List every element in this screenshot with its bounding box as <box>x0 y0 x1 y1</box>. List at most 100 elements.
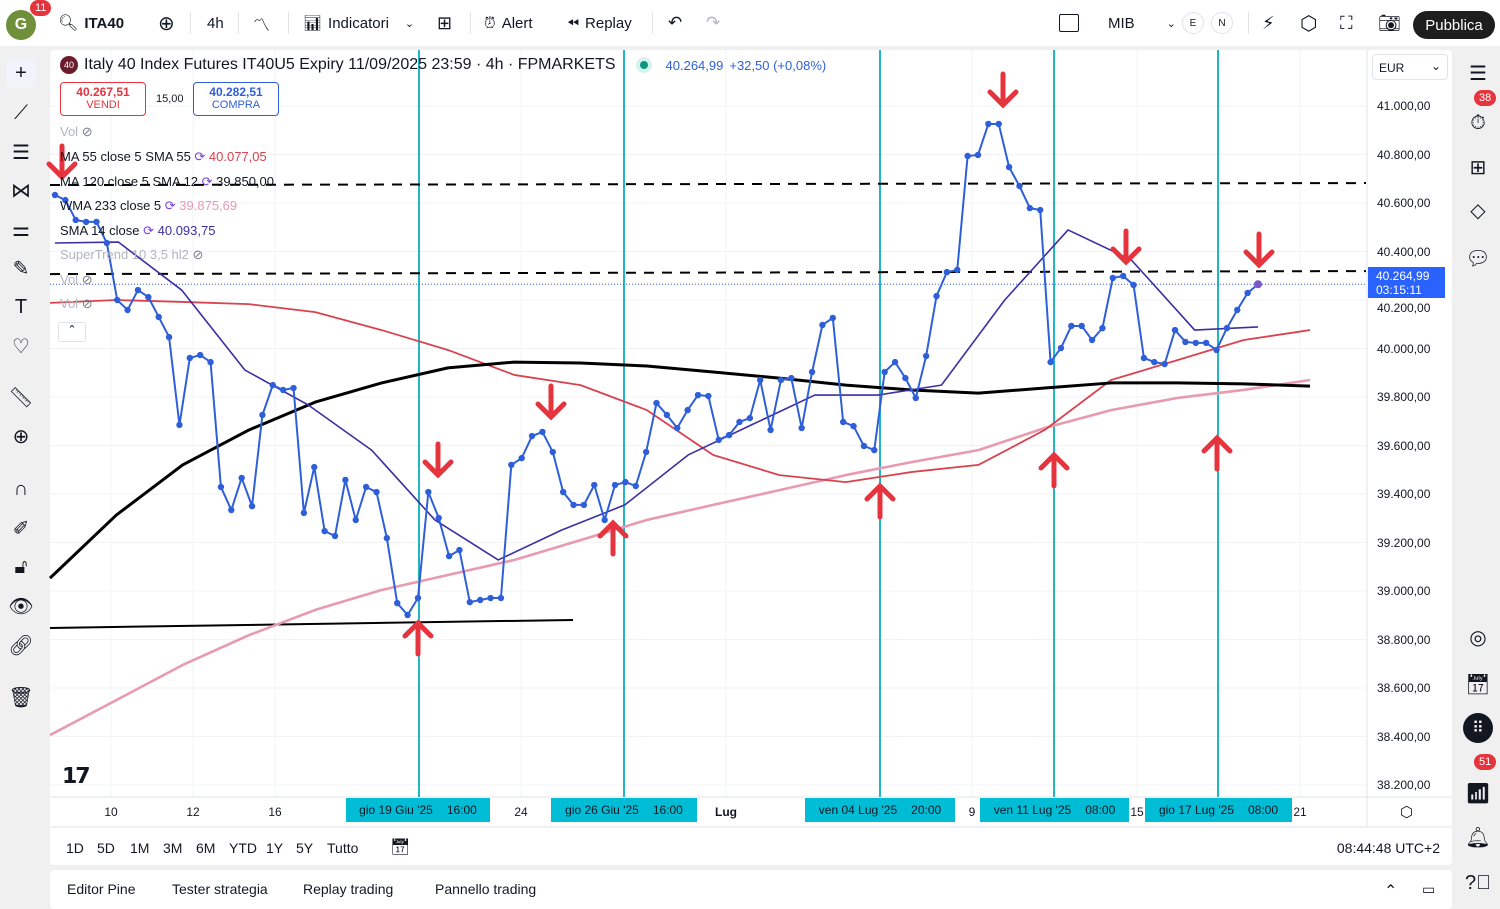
price-point <box>860 442 868 450</box>
bottom-tab[interactable]: Replay trading <box>303 881 394 897</box>
apps-button[interactable]: ⠿ <box>1463 713 1493 743</box>
layers-button[interactable]: ◇ <box>1463 195 1493 225</box>
refresh-icon[interactable]: ⟳ <box>190 149 209 164</box>
fib-tool[interactable]: ☰ <box>6 137 36 167</box>
refresh-icon[interactable]: ⟳ <box>139 223 158 238</box>
fullscreen-button[interactable]: ⛶ <box>1340 0 1353 46</box>
range-6m[interactable]: 6M <box>196 840 216 856</box>
highlight-date: ven 04 Lug '25 <box>818 803 898 817</box>
chart-type-button[interactable]: 〽 <box>253 0 270 46</box>
remove-drawings-tool[interactable]: 🗑︎ <box>6 682 36 712</box>
maximize-panel-button[interactable]: ▭ <box>1422 881 1435 898</box>
highlight-time: 16:00 <box>652 803 683 817</box>
add-list-button[interactable]: ⊞ <box>1463 152 1493 182</box>
bottom-tab[interactable]: Editor Pine <box>67 881 136 897</box>
sell-button[interactable]: 40.267,51 VENDI <box>60 82 146 116</box>
exchange-select[interactable]: MIB ⌄ <box>1108 0 1176 46</box>
axis-settings-button[interactable]: ⬡ <box>1400 803 1413 821</box>
interval-label: 4h <box>207 14 224 32</box>
goto-date-button[interactable]: 📅︎ <box>390 837 410 857</box>
indicator-legend-row[interactable]: SuperTrend 10 3,5 hl2 ⊘ <box>60 247 203 263</box>
streams-button[interactable]: 📶︎ <box>1463 778 1493 808</box>
price-point <box>217 483 225 491</box>
symbol-title[interactable]: Italy 40 Index Futures IT40U5 Expiry 11/… <box>84 56 616 73</box>
avatar[interactable]: G <box>6 10 36 40</box>
measure-tool[interactable]: 📏︎ <box>6 382 36 412</box>
hide-drawings-tool[interactable]: 👁︎ <box>6 591 36 621</box>
range-tutto[interactable]: Tutto <box>327 840 359 856</box>
indicator-legend-row[interactable]: MA 55 close 5 SMA 55 ⟳ 40.077,05 <box>60 149 267 165</box>
text-tool[interactable]: T <box>6 292 36 322</box>
trendline-tool[interactable]: ⟋ <box>6 98 36 128</box>
session-e-button[interactable]: E <box>1182 0 1204 46</box>
bottom-tab[interactable]: Pannello trading <box>435 881 537 897</box>
session-n-button[interactable]: N <box>1211 0 1233 46</box>
chat-button[interactable]: 💬︎ <box>1463 243 1493 273</box>
indicator-legend-row[interactable]: WMA 233 close 5 ⟳ 39.875,69 <box>60 198 237 214</box>
time-axis-label: Lug <box>715 805 737 819</box>
zoom-tool[interactable]: ⊕ <box>6 421 36 451</box>
magnet-tool[interactable]: ∩ <box>6 474 36 504</box>
buy-button[interactable]: 40.282,51 COMPRA <box>193 82 279 116</box>
indicator-legend-row[interactable]: MA 120 close 5 SMA 12 ⟳ 39.850,00 <box>60 174 274 190</box>
lock-drawings-tool[interactable]: 🔓︎ <box>6 552 36 582</box>
watchlist-button[interactable]: ☰ <box>1463 58 1493 88</box>
icon-tool[interactable]: ♡ <box>6 331 36 361</box>
session-e-label: E <box>1182 12 1204 34</box>
interval-button[interactable]: 4h <box>207 0 224 46</box>
calendar-button[interactable]: 📅︎ <box>1463 669 1493 699</box>
crosshair-tool[interactable]: + <box>6 58 36 88</box>
bottom-tab[interactable]: Tester strategia <box>172 881 268 897</box>
indicator-legend-row[interactable]: Vol ⊘ <box>60 124 93 140</box>
symbol-search-button[interactable]: 🔍︎ ITA40 <box>58 0 124 46</box>
compare-symbol-button[interactable]: ⊕ <box>158 0 175 46</box>
help-button[interactable]: ?⃝ <box>1463 868 1493 898</box>
range-1d[interactable]: 1D <box>66 840 84 856</box>
layout-templates-button[interactable]: ⊞ <box>437 0 452 46</box>
range-3m[interactable]: 3M <box>163 840 183 856</box>
layout-button[interactable] <box>1059 0 1079 46</box>
replay-button[interactable]: ⏪︎ Replay <box>567 0 632 46</box>
sync-drawings-tool[interactable]: 🔗︎ <box>6 630 36 660</box>
eye-off-icon[interactable]: ⊘ <box>78 272 93 287</box>
timezone-clock[interactable]: 08:44:48 UTC+2 <box>1336 840 1440 856</box>
indicator-name: Vol <box>60 272 79 287</box>
notifications-button[interactable]: 🔔︎ <box>1463 822 1493 852</box>
snapshot-button[interactable]: 📷︎ <box>1378 0 1401 46</box>
market-open-dot <box>639 61 648 69</box>
indicator-legend-row[interactable]: SMA 14 close ⟳ 40.093,75 <box>60 223 215 239</box>
collapse-legend-button[interactable]: ⌃ <box>58 322 86 342</box>
refresh-icon[interactable]: ⟳ <box>161 198 180 213</box>
expand-panel-button[interactable]: ⌃ <box>1384 881 1397 901</box>
brush-tool[interactable]: ✎ <box>6 253 36 283</box>
eye-off-icon[interactable]: ⊘ <box>78 296 93 311</box>
range-ytd[interactable]: YTD <box>229 840 257 856</box>
publish-button[interactable]: Pubblica <box>1413 11 1495 39</box>
eye-off-icon[interactable]: ⊘ <box>78 124 93 139</box>
range-1m[interactable]: 1M <box>130 840 150 856</box>
settings-button[interactable]: ⬡ <box>1300 0 1317 46</box>
alerts-button[interactable]: ⏱︎ <box>1463 108 1493 138</box>
eye-off-icon[interactable]: ⊘ <box>188 247 204 262</box>
indicator-legend-row[interactable]: Vol ⊘ <box>60 296 93 312</box>
target-button[interactable]: ◎ <box>1463 622 1493 652</box>
ma55-line <box>49 299 1311 484</box>
pattern-tool[interactable]: ⋈ <box>6 175 36 205</box>
redo-button[interactable]: ↷ <box>706 0 720 46</box>
undo-button[interactable]: ↶ <box>668 0 682 46</box>
range-5y[interactable]: 5Y <box>296 840 314 856</box>
quick-search-button[interactable]: ⚡︎ <box>1262 0 1275 46</box>
prediction-tool[interactable]: ⚌ <box>6 214 36 244</box>
indicators-button[interactable]: 📊︎ Indicatori ⌄ <box>303 0 414 46</box>
price-point <box>352 516 359 524</box>
stay-drawing-tool[interactable]: ✐ <box>6 513 36 543</box>
currency-select[interactable]: EUR ⌄ <box>1372 54 1448 80</box>
refresh-icon[interactable]: ⟳ <box>198 174 217 189</box>
range-1y[interactable]: 1Y <box>266 840 284 856</box>
price-point <box>746 414 754 422</box>
price-point <box>165 333 173 341</box>
alert-button[interactable]: ⏰︎ Alert <box>484 0 533 46</box>
range-5d[interactable]: 5D <box>97 840 115 856</box>
indicator-legend-row[interactable]: Vol ⊘ <box>60 272 93 288</box>
